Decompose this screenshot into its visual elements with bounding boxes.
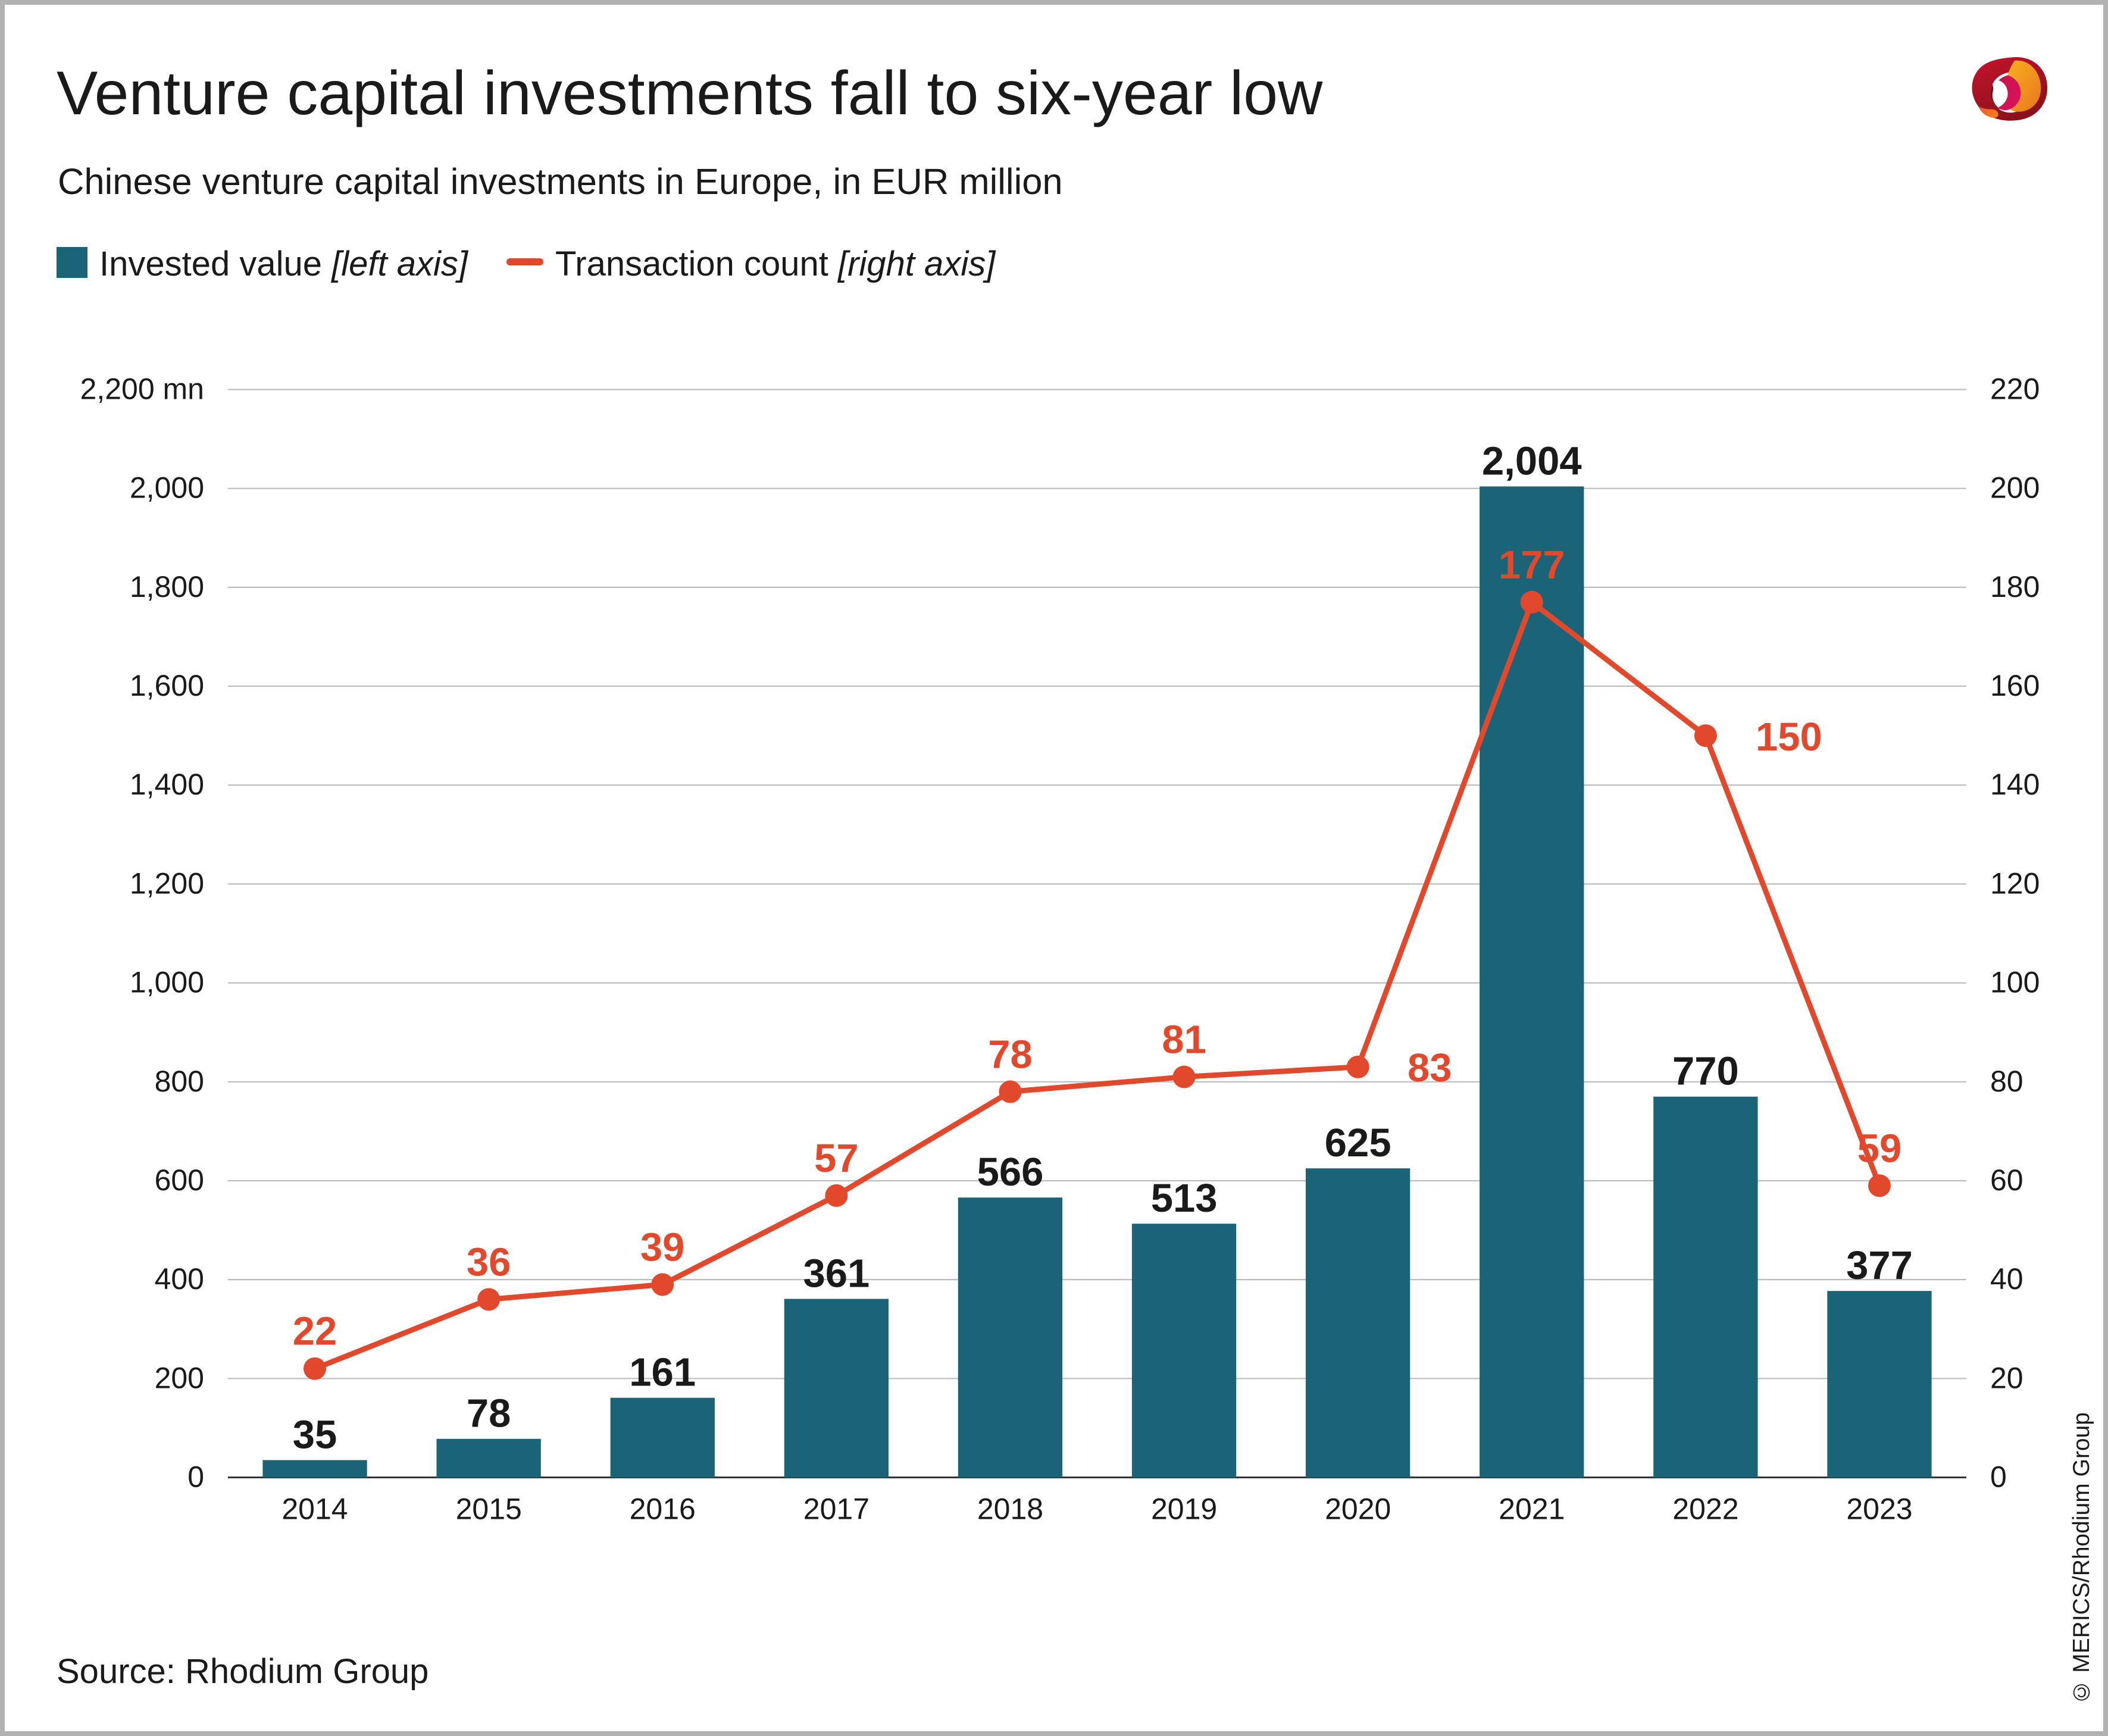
svg-text:100: 100 — [1990, 966, 2040, 999]
svg-text:2015: 2015 — [456, 1493, 522, 1526]
svg-text:2019: 2019 — [1151, 1493, 1217, 1526]
svg-text:2020: 2020 — [1325, 1493, 1391, 1526]
svg-text:2021: 2021 — [1499, 1493, 1565, 1526]
svg-text:60: 60 — [1990, 1163, 2023, 1197]
svg-text:200: 200 — [1990, 471, 2040, 505]
svg-text:120: 120 — [1990, 867, 2040, 900]
svg-text:78: 78 — [988, 1032, 1033, 1077]
svg-text:1,800: 1,800 — [130, 570, 204, 603]
svg-text:800: 800 — [155, 1065, 204, 1098]
svg-text:59: 59 — [1857, 1126, 1902, 1171]
svg-text:80: 80 — [1990, 1065, 2023, 1098]
svg-text:161: 161 — [629, 1350, 696, 1395]
svg-text:1,000: 1,000 — [130, 966, 204, 999]
svg-text:377: 377 — [1846, 1243, 1913, 1288]
svg-text:78: 78 — [467, 1391, 511, 1436]
svg-text:220: 220 — [1990, 373, 2040, 406]
svg-text:770: 770 — [1672, 1049, 1739, 1094]
svg-text:2016: 2016 — [630, 1493, 696, 1526]
svg-text:600: 600 — [155, 1163, 204, 1197]
svg-text:0: 0 — [1990, 1460, 2007, 1494]
svg-text:2,004: 2,004 — [1482, 439, 1582, 483]
svg-text:2022: 2022 — [1672, 1493, 1738, 1526]
svg-text:40: 40 — [1990, 1262, 2023, 1296]
svg-text:400: 400 — [155, 1262, 204, 1296]
svg-text:22: 22 — [293, 1309, 337, 1354]
svg-text:200: 200 — [155, 1361, 204, 1394]
svg-text:625: 625 — [1325, 1121, 1391, 1165]
svg-text:2014: 2014 — [282, 1493, 348, 1526]
svg-text:150: 150 — [1756, 715, 1822, 759]
svg-text:180: 180 — [1990, 570, 2040, 603]
svg-text:39: 39 — [640, 1225, 685, 1269]
svg-text:140: 140 — [1990, 768, 2040, 801]
svg-text:36: 36 — [467, 1240, 511, 1284]
svg-text:513: 513 — [1151, 1176, 1218, 1221]
svg-text:83: 83 — [1408, 1046, 1452, 1090]
svg-text:20: 20 — [1990, 1361, 2023, 1394]
svg-text:1,400: 1,400 — [130, 768, 204, 801]
svg-text:2018: 2018 — [977, 1493, 1043, 1526]
svg-text:1,200: 1,200 — [130, 867, 204, 900]
svg-text:35: 35 — [293, 1412, 337, 1457]
svg-text:81: 81 — [1162, 1018, 1206, 1062]
svg-text:2023: 2023 — [1846, 1493, 1912, 1526]
svg-text:0: 0 — [187, 1460, 204, 1494]
svg-text:57: 57 — [814, 1136, 859, 1181]
svg-text:361: 361 — [803, 1252, 870, 1296]
svg-text:2017: 2017 — [803, 1493, 870, 1526]
svg-text:160: 160 — [1990, 669, 2040, 702]
svg-text:1,600: 1,600 — [130, 669, 204, 702]
svg-text:2,000: 2,000 — [130, 471, 204, 505]
svg-text:566: 566 — [977, 1150, 1044, 1194]
svg-text:2,200 mn: 2,200 mn — [80, 373, 204, 406]
svg-text:177: 177 — [1499, 543, 1565, 587]
